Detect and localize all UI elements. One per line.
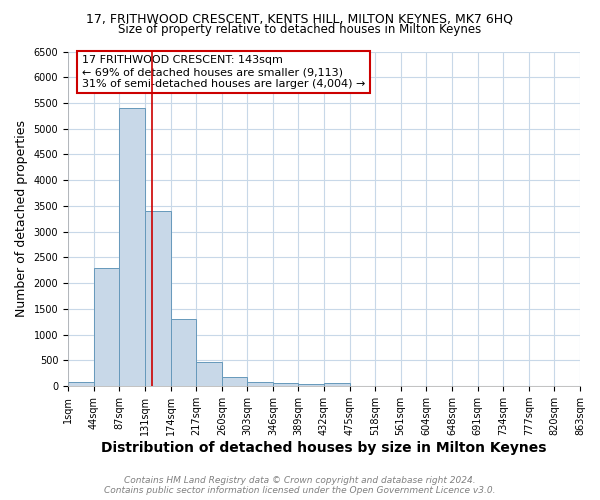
Bar <box>145 211 171 386</box>
Text: 17, FRITHWOOD CRESCENT, KENTS HILL, MILTON KEYNES, MK7 6HQ: 17, FRITHWOOD CRESCENT, KENTS HILL, MILT… <box>86 12 514 26</box>
Text: Contains HM Land Registry data © Crown copyright and database right 2024.
Contai: Contains HM Land Registry data © Crown c… <box>104 476 496 495</box>
Bar <box>298 384 324 386</box>
Bar <box>273 383 298 386</box>
Bar <box>222 376 247 386</box>
Bar <box>324 383 350 386</box>
Bar <box>94 268 119 386</box>
Text: Size of property relative to detached houses in Milton Keynes: Size of property relative to detached ho… <box>118 22 482 36</box>
Bar <box>119 108 145 386</box>
Bar <box>171 320 196 386</box>
Bar <box>247 382 273 386</box>
Bar <box>196 362 222 386</box>
Y-axis label: Number of detached properties: Number of detached properties <box>15 120 28 318</box>
Text: 17 FRITHWOOD CRESCENT: 143sqm
← 69% of detached houses are smaller (9,113)
31% o: 17 FRITHWOOD CRESCENT: 143sqm ← 69% of d… <box>82 56 365 88</box>
X-axis label: Distribution of detached houses by size in Milton Keynes: Distribution of detached houses by size … <box>101 441 547 455</box>
Bar <box>68 382 94 386</box>
